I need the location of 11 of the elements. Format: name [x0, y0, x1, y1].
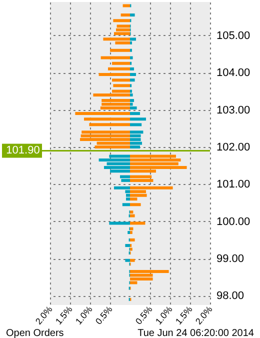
y-tick-label: 99.00 — [216, 253, 244, 266]
ref-line-label: 101.90 — [6, 144, 40, 157]
text: Tue Jun 24 06:20:00 2014 — [138, 328, 254, 338]
y-tick-label: 103.00 — [216, 104, 250, 116]
y-tick-label: 105.00 — [216, 30, 250, 42]
y-tick-label: 102.00 — [216, 141, 250, 154]
y-tick-label: 98.00 — [216, 290, 244, 302]
y-tick-label: 100.00 — [216, 216, 250, 228]
y-tick-label: 101.00 — [216, 178, 250, 191]
y-tick-label: 104.00 — [216, 67, 250, 80]
text: Open Orders — [6, 328, 64, 338]
